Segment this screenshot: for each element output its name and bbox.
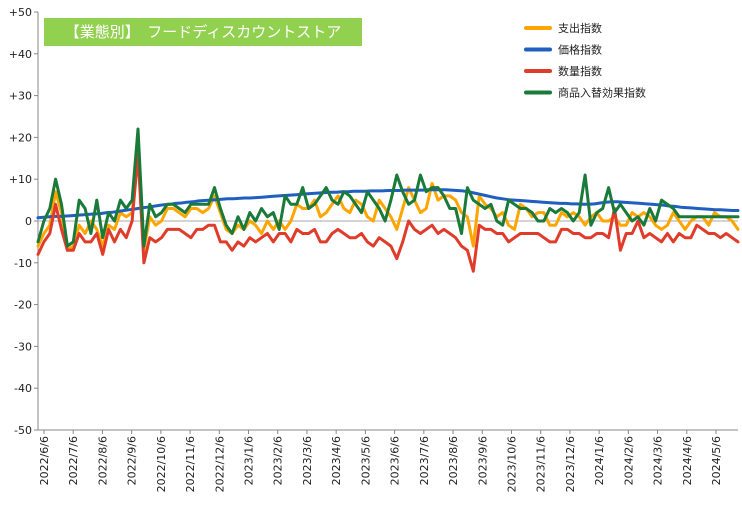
y-tick-label: -30 [14,340,32,353]
x-tick-label: 2023/9/6 [476,436,489,485]
chart-title: 【業態別】 フードディスカウントストア [64,23,342,41]
y-tick-label: -50 [14,424,32,437]
y-tick-label: +20 [9,131,32,144]
y-tick-label: +50 [9,6,32,19]
legend-label-3: 商品入替効果指数 [558,86,646,100]
y-tick-label: 0 [25,215,32,228]
legend-label-1: 価格指数 [558,43,602,57]
x-tick-label: 2022/10/6 [155,436,168,492]
y-tick-label: +30 [9,90,32,103]
chart-title-box: 【業態別】 フードディスカウントストア [44,18,362,46]
x-tick-label: 2023/4/6 [330,436,343,485]
x-tick-label: 2024/5/6 [710,436,723,485]
series-line-1 [36,188,740,220]
x-tick-label: 2023/10/6 [505,436,518,492]
legend-label-2: 数量指数 [558,64,602,78]
x-tick-label: 2024/4/6 [681,436,694,485]
x-tick-label: 2022/7/6 [67,436,80,485]
series-line-3 [36,127,740,248]
x-tick-label: 2023/11/6 [535,436,548,492]
x-tick-label: 2022/6/6 [38,436,51,485]
x-tick-label: 2022/9/6 [126,436,139,485]
y-tick-label: +10 [9,173,32,186]
legend-label-0: 支出指数 [558,21,602,35]
x-tick-label: 2023/2/6 [272,436,285,485]
y-tick-label: +40 [9,48,32,61]
series-layer [36,127,740,273]
x-tick-label: 2022/12/6 [213,436,226,492]
x-tick-label: 2024/3/6 [652,436,665,485]
axes: +50 +40 +30 +20 +10 0 -10 -20 -30 -40 -50 2022/6/6 2… [9,6,738,492]
x-tick-label: 2023/12/6 [564,436,577,492]
x-tick-label: 2022/8/6 [96,436,109,485]
y-tick-label: -10 [14,257,32,270]
x-tick-label: 2022/11/6 [184,436,197,492]
x-tick-label: 2024/1/6 [593,436,606,485]
x-tick-label: 2024/2/6 [622,436,635,485]
x-tick-label: 2023/8/6 [447,436,460,485]
y-tick-label: -40 [14,382,32,395]
x-tick-label: 2023/1/6 [243,436,256,485]
y-tick-label: -20 [14,299,32,312]
x-tick-label: 2023/5/6 [359,436,372,485]
x-tick-label: 2023/7/6 [418,436,431,485]
x-tick-label: 2023/6/6 [389,436,402,485]
x-tick-label: 2023/3/6 [301,436,314,485]
series-line-2 [36,152,740,273]
